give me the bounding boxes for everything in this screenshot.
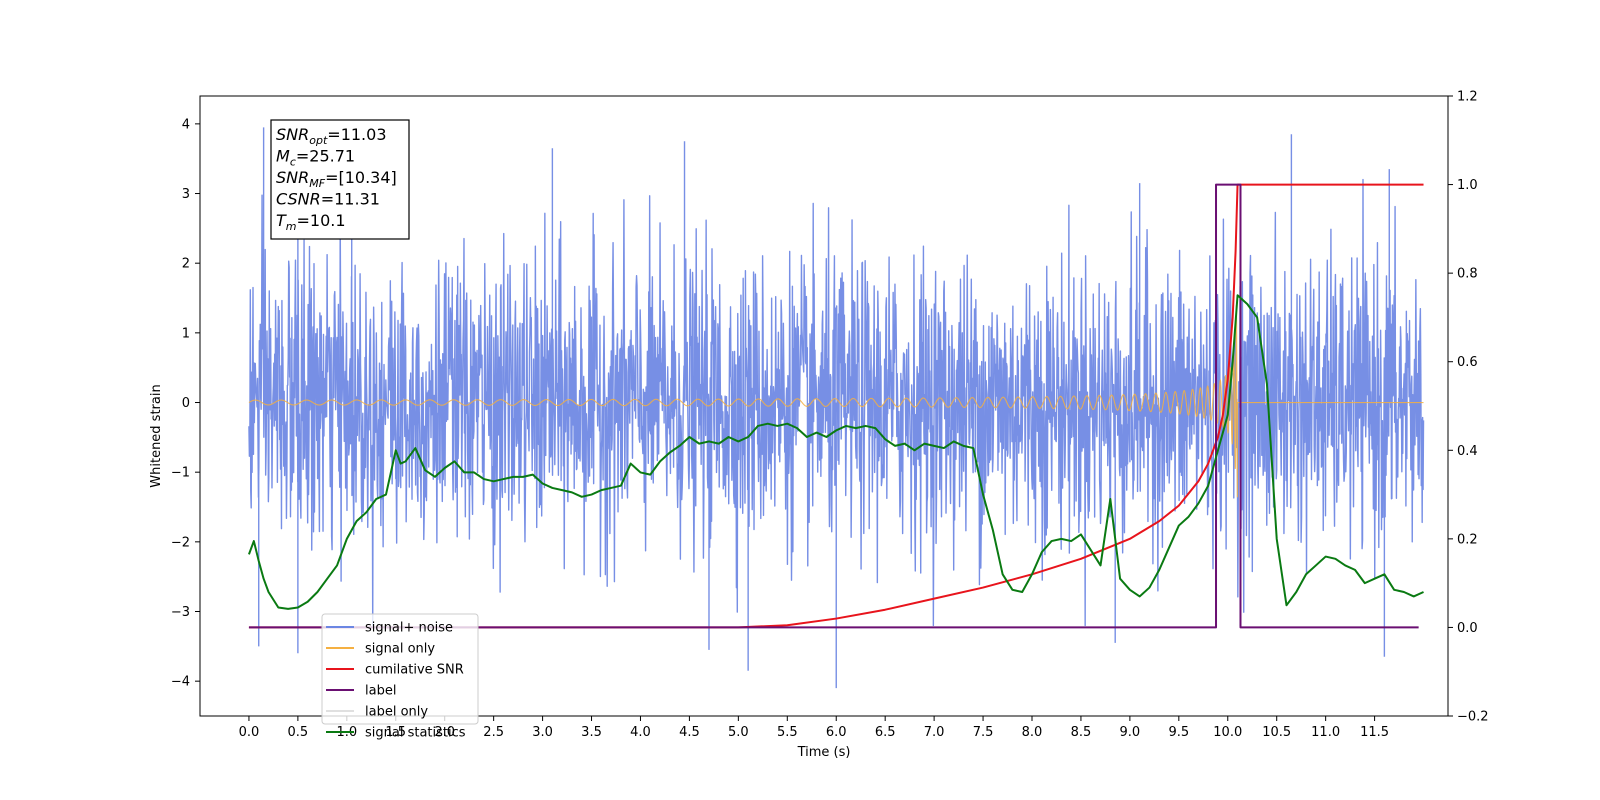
x-tick-label: 8.0 bbox=[1022, 725, 1043, 740]
y2-tick-label: 0.0 bbox=[1457, 621, 1478, 636]
legend-label: signal statistics bbox=[365, 726, 466, 741]
y2-tick-label: 1.2 bbox=[1457, 90, 1478, 105]
series-layer bbox=[248, 127, 1425, 689]
y2-tick-label: 1.0 bbox=[1457, 178, 1478, 193]
series-signal-noise bbox=[248, 127, 1425, 689]
y2-tick-label: 0.2 bbox=[1457, 532, 1478, 547]
annotation-line: SNRopt=11.03 bbox=[276, 125, 387, 147]
annotation-line: Tm=10.1 bbox=[276, 211, 346, 233]
y2-tick-label: 0.6 bbox=[1457, 355, 1478, 370]
x-tick-label: 6.0 bbox=[826, 725, 847, 740]
x-tick-label: 10.5 bbox=[1262, 725, 1291, 740]
y-tick-label: −3 bbox=[171, 605, 190, 620]
annotation-frame bbox=[270, 119, 410, 240]
x-tick-label: 2.0 bbox=[434, 725, 455, 740]
series-cumulative-snr bbox=[248, 183, 1424, 629]
y-tick-label: −4 bbox=[171, 675, 190, 690]
annotation-line: CSNR=11.31 bbox=[276, 190, 380, 209]
legend: signal+ noise signal only cumilative SNR la… bbox=[321, 613, 479, 741]
x-tick-label: 7.5 bbox=[973, 725, 994, 740]
x-tick-label: 11.5 bbox=[1360, 725, 1389, 740]
y2-tick-label: 0.8 bbox=[1457, 267, 1478, 282]
x-tick-label: 8.5 bbox=[1071, 725, 1092, 740]
x-tick-label: 5.5 bbox=[777, 725, 798, 740]
x-tick-label: 2.5 bbox=[483, 725, 504, 740]
x-tick-label: 9.5 bbox=[1168, 725, 1189, 740]
legend-label: label bbox=[365, 684, 396, 699]
annotation-line: SNRMF=[10.34] bbox=[276, 168, 397, 190]
y-tick-label: 3 bbox=[182, 187, 190, 202]
y2-tick-label: −0.2 bbox=[1457, 710, 1489, 725]
y-tick-label: −2 bbox=[171, 535, 190, 550]
y-axis-left: −4 −3 −2 −1 0 1 2 3 4 bbox=[171, 117, 200, 690]
legend-frame bbox=[321, 613, 479, 725]
x-tick-label: 5.0 bbox=[728, 725, 749, 740]
y-tick-label: 4 bbox=[182, 117, 190, 132]
y2-tick-label: 0.4 bbox=[1457, 444, 1478, 459]
x-tick-label: 10.0 bbox=[1213, 725, 1242, 740]
x-tick-label: 6.5 bbox=[875, 725, 896, 740]
x-tick-label: 4.5 bbox=[679, 725, 700, 740]
series-signal-statistics bbox=[248, 294, 1424, 610]
legend-label: label only bbox=[365, 705, 428, 720]
x-tick-label: 0.0 bbox=[239, 725, 260, 740]
y-axis-title: Whitened strain bbox=[149, 384, 164, 487]
y-tick-label: −1 bbox=[171, 466, 190, 481]
y-tick-label: 1 bbox=[182, 326, 190, 341]
x-axis-title: Time (s) bbox=[797, 745, 851, 760]
x-tick-label: 11.0 bbox=[1311, 725, 1340, 740]
annotation-box: SNRopt=11.03Mc=25.71SNRMF=[10.34]CSNR=11… bbox=[270, 119, 410, 240]
x-tick-label: 3.5 bbox=[581, 725, 602, 740]
x-tick-label: 3.0 bbox=[532, 725, 553, 740]
x-axis: 0.0 0.5 1.0 1.5 2.0 2.5 3.0 3.5 4.0 4.5 5.0 5.5 6.0 6… bbox=[239, 716, 1389, 740]
y-tick-label: 0 bbox=[182, 396, 190, 411]
x-tick-label: 7.0 bbox=[924, 725, 945, 740]
legend-label: cumilative SNR bbox=[365, 663, 464, 678]
series-label bbox=[248, 183, 1419, 629]
series-signal-only bbox=[248, 305, 1424, 498]
x-tick-label: 9.0 bbox=[1120, 725, 1141, 740]
legend-label: signal+ noise bbox=[365, 621, 453, 636]
legend-label: signal only bbox=[365, 642, 435, 657]
annotation-line: Mc=25.71 bbox=[276, 147, 355, 169]
y-axis-right: −0.2 0.0 0.2 0.4 0.6 0.8 1.0 1.2 bbox=[1448, 90, 1489, 725]
x-tick-label: 0.5 bbox=[288, 725, 309, 740]
x-tick-label: 4.0 bbox=[630, 725, 651, 740]
x-tick-label: 1.5 bbox=[385, 725, 406, 740]
y-tick-label: 2 bbox=[182, 257, 190, 272]
